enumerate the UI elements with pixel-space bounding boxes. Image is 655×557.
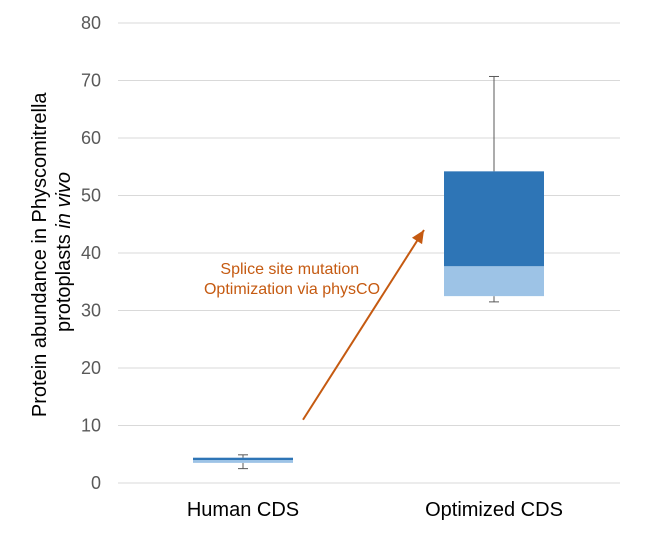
category-label-human-cds: Human CDS	[187, 499, 299, 521]
y-tick-label-70: 70	[81, 71, 101, 91]
box-human-cds	[193, 454, 293, 470]
y-axis-ticks: 0 10 20 30 40 50 60 70 80	[81, 13, 101, 493]
annotation-text: Splice site mutation Optimization via ph…	[204, 261, 380, 298]
annotation-line-1: Splice site mutation	[220, 261, 359, 278]
y-tick-label-40: 40	[81, 243, 101, 263]
y-tick-label-0: 0	[91, 473, 101, 493]
y-tick-label-50: 50	[81, 186, 101, 206]
y-tick-label-20: 20	[81, 358, 101, 378]
y-axis-title-line1: Protein abundance in Physcomitrella	[29, 92, 51, 418]
category-label-optimized-cds: Optimized CDS	[425, 499, 563, 521]
annotation-arrow-head	[411, 230, 424, 245]
y-tick-label-80: 80	[81, 13, 101, 33]
box-lower-quartile	[444, 266, 544, 297]
annotation-arrow-line	[302, 229, 425, 421]
annotation-line-2: Optimization via physCO	[204, 281, 380, 298]
y-tick-label-30: 30	[81, 301, 101, 321]
annotation-arrow-group	[302, 229, 425, 421]
y-axis-title-line2: protoplasts in vivo	[53, 172, 75, 332]
box-series	[193, 75, 544, 470]
y-axis-title: Protein abundance in Physcomitrella prot…	[29, 87, 75, 417]
box-lower-quartile	[193, 460, 293, 463]
y-tick-label-60: 60	[81, 128, 101, 148]
box-optimized-cds	[444, 75, 544, 303]
gridlines	[118, 22, 620, 484]
box-upper-quartile	[193, 457, 293, 460]
y-tick-label-10: 10	[81, 416, 101, 436]
box-upper-quartile	[444, 171, 544, 267]
